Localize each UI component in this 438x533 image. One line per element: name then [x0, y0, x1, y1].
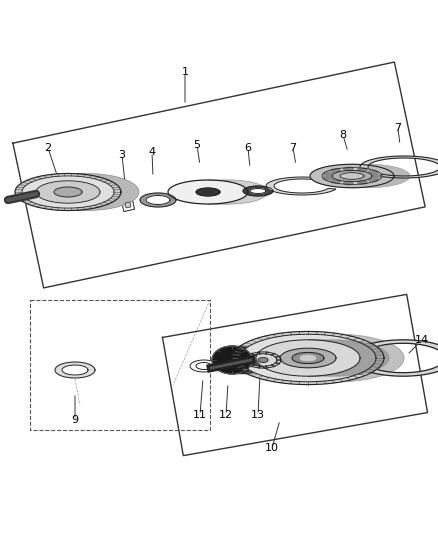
- Text: 3: 3: [119, 150, 126, 160]
- Polygon shape: [232, 332, 384, 385]
- Polygon shape: [308, 334, 404, 382]
- Polygon shape: [243, 186, 273, 196]
- Polygon shape: [323, 172, 333, 176]
- Polygon shape: [232, 346, 266, 374]
- Polygon shape: [343, 181, 353, 185]
- Text: 14: 14: [415, 335, 429, 345]
- Polygon shape: [332, 171, 372, 182]
- Polygon shape: [360, 156, 438, 178]
- Polygon shape: [351, 340, 438, 376]
- Text: 5: 5: [194, 140, 201, 150]
- Polygon shape: [62, 365, 88, 375]
- Polygon shape: [310, 164, 394, 188]
- Polygon shape: [368, 178, 378, 182]
- Polygon shape: [146, 196, 170, 205]
- Polygon shape: [340, 173, 364, 180]
- Text: 7: 7: [290, 143, 297, 153]
- Polygon shape: [212, 346, 252, 374]
- Text: 10: 10: [265, 443, 279, 453]
- Polygon shape: [240, 334, 376, 382]
- Polygon shape: [249, 354, 277, 366]
- Polygon shape: [266, 177, 336, 195]
- Polygon shape: [168, 180, 248, 204]
- Polygon shape: [300, 355, 316, 361]
- Polygon shape: [121, 198, 134, 212]
- Polygon shape: [372, 174, 382, 178]
- Polygon shape: [196, 188, 220, 196]
- Text: 8: 8: [339, 130, 346, 140]
- Polygon shape: [196, 362, 212, 369]
- Polygon shape: [280, 348, 336, 368]
- Polygon shape: [36, 181, 100, 203]
- Polygon shape: [308, 340, 389, 376]
- Polygon shape: [268, 334, 404, 382]
- Polygon shape: [343, 167, 353, 171]
- Polygon shape: [352, 164, 410, 188]
- Polygon shape: [208, 180, 268, 204]
- Text: 7: 7: [395, 123, 402, 133]
- Polygon shape: [250, 189, 266, 193]
- Polygon shape: [125, 202, 131, 208]
- Text: 2: 2: [44, 143, 52, 153]
- Polygon shape: [357, 180, 367, 184]
- Polygon shape: [214, 348, 250, 372]
- Polygon shape: [22, 176, 114, 208]
- Text: 12: 12: [219, 410, 233, 420]
- Polygon shape: [188, 180, 268, 204]
- Text: 13: 13: [251, 410, 265, 420]
- Text: 11: 11: [193, 410, 207, 420]
- Polygon shape: [54, 187, 82, 197]
- Polygon shape: [16, 174, 120, 210]
- Polygon shape: [256, 340, 360, 376]
- Polygon shape: [212, 346, 252, 374]
- Polygon shape: [368, 170, 378, 174]
- Text: 6: 6: [244, 143, 251, 153]
- Polygon shape: [331, 179, 341, 183]
- Polygon shape: [322, 167, 382, 184]
- Polygon shape: [357, 168, 367, 172]
- Polygon shape: [140, 193, 176, 207]
- Polygon shape: [258, 358, 268, 362]
- Polygon shape: [331, 169, 341, 173]
- Polygon shape: [22, 176, 114, 208]
- Polygon shape: [190, 360, 218, 372]
- Polygon shape: [15, 173, 121, 211]
- Polygon shape: [68, 173, 139, 211]
- Polygon shape: [323, 176, 333, 180]
- Polygon shape: [55, 362, 95, 378]
- Text: 1: 1: [181, 67, 188, 77]
- Text: 4: 4: [148, 147, 155, 157]
- Polygon shape: [292, 352, 324, 364]
- Text: 9: 9: [71, 415, 78, 425]
